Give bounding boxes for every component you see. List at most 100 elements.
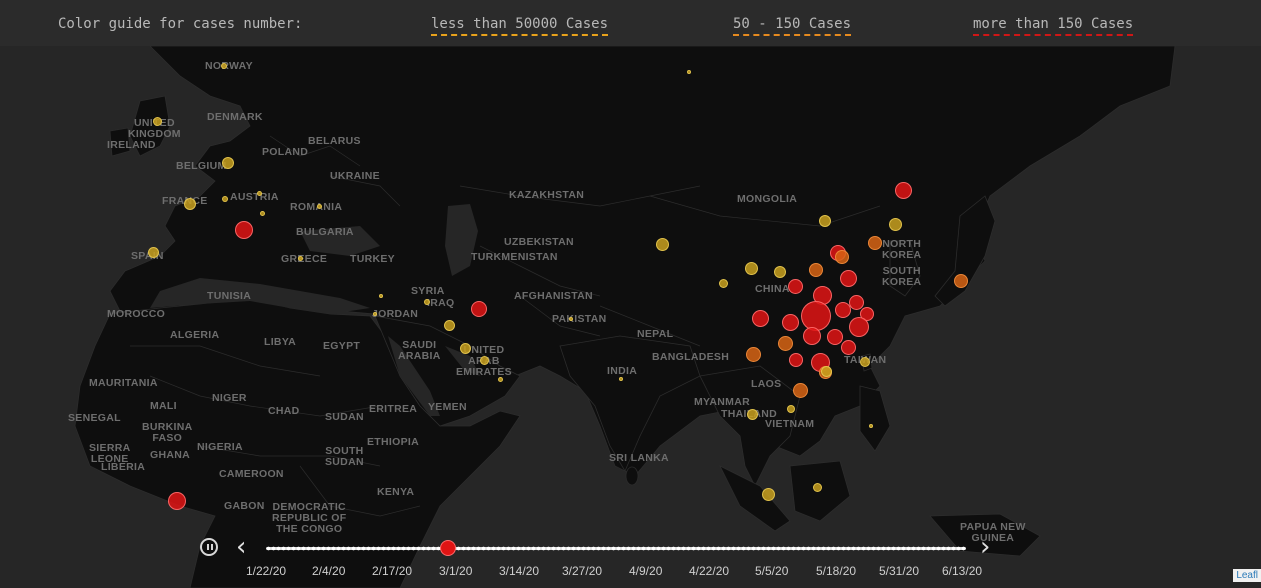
- world-map[interactable]: NORWAY UNITED KINGDOM IRELAND DENMARK BE…: [0, 46, 1261, 588]
- label-sudan: SUDAN: [325, 411, 364, 423]
- label-libya: LIBYA: [264, 336, 297, 348]
- label-chad: CHAD: [268, 405, 300, 417]
- label-ireland: IRELAND: [107, 139, 156, 151]
- label-norway: NORWAY: [205, 60, 253, 72]
- case-marker-high[interactable]: [235, 221, 253, 239]
- label-south-sudan: SOUTH SUDAN: [325, 445, 364, 468]
- case-marker-low[interactable]: [812, 482, 822, 492]
- label-denmark: DENMARK: [207, 111, 263, 123]
- case-marker-mid[interactable]: [745, 346, 761, 362]
- timeline-date-label: 3/27/20: [562, 564, 603, 578]
- case-marker-low[interactable]: [373, 312, 377, 316]
- timeline-slider-handle[interactable]: [440, 540, 456, 556]
- case-marker-low[interactable]: [443, 319, 455, 331]
- case-marker-mid[interactable]: [777, 335, 793, 351]
- case-marker-low[interactable]: [774, 266, 786, 278]
- case-marker-low[interactable]: [152, 116, 162, 126]
- case-marker-high[interactable]: [168, 492, 186, 510]
- label-drc: DEMOCRATIC REPUBLIC OF THE CONGO: [272, 501, 347, 535]
- legend-title: Color guide for cases number:: [58, 16, 303, 32]
- case-marker-high[interactable]: [801, 301, 831, 331]
- label-algeria: ALGERIA: [170, 329, 220, 341]
- pause-button[interactable]: [200, 538, 218, 556]
- case-marker-low[interactable]: [459, 342, 471, 354]
- case-marker-mid[interactable]: [809, 263, 823, 277]
- case-marker-low[interactable]: [184, 198, 196, 210]
- case-marker-mid[interactable]: [954, 274, 968, 288]
- case-marker-low[interactable]: [687, 70, 691, 74]
- case-marker-mid[interactable]: [792, 382, 808, 398]
- case-marker-high[interactable]: [835, 302, 851, 318]
- label-myanmar: MYANMAR: [694, 396, 750, 408]
- case-marker-low[interactable]: [297, 255, 303, 261]
- case-marker-low[interactable]: [744, 261, 758, 275]
- case-marker-low[interactable]: [655, 237, 669, 251]
- case-marker-low[interactable]: [497, 376, 503, 382]
- label-egypt: EGYPT: [323, 340, 361, 352]
- timeline-date-label: 4/22/20: [689, 564, 730, 578]
- border-lines: [130, 135, 881, 517]
- case-marker-low[interactable]: [819, 215, 831, 227]
- label-afghanistan: AFGHANISTAN: [514, 290, 593, 302]
- case-marker-mid[interactable]: [835, 250, 849, 264]
- case-marker-low[interactable]: [820, 365, 832, 377]
- leaflet-attribution[interactable]: Leafl: [1233, 569, 1261, 582]
- sea-land: [699, 365, 801, 487]
- timeline-control: ‹ › 1/22/20 2/4/20 2/17/20 3/1/20 3/14/20 3/2…: [0, 530, 1261, 588]
- case-marker-low[interactable]: [259, 210, 265, 216]
- chevron-right-icon[interactable]: ›: [980, 532, 991, 562]
- black-sea: [300, 226, 380, 256]
- label-syria: SYRIA: [411, 285, 445, 297]
- case-marker-low[interactable]: [746, 408, 758, 420]
- case-marker-low[interactable]: [222, 196, 228, 202]
- case-marker-high[interactable]: [751, 309, 769, 327]
- case-marker-high[interactable]: [827, 329, 843, 345]
- case-marker-low[interactable]: [869, 424, 873, 428]
- case-marker-low[interactable]: [256, 190, 262, 196]
- case-marker-low[interactable]: [718, 278, 728, 288]
- legend-low-cases: less than 50000 Cases: [431, 16, 609, 36]
- case-marker-low[interactable]: [147, 246, 159, 258]
- chevron-left-icon[interactable]: ‹: [236, 532, 247, 562]
- africa-land: [74, 297, 521, 588]
- label-papua-new-guinea: PAPUA NEW GUINEA: [960, 521, 1026, 544]
- case-marker-low[interactable]: [787, 405, 795, 413]
- timeline-date-label: 5/5/20: [755, 564, 789, 578]
- case-marker-low[interactable]: [479, 355, 489, 365]
- srilanka-land: [625, 466, 639, 486]
- label-india: INDIA: [607, 365, 638, 377]
- case-marker-high[interactable]: [839, 269, 857, 287]
- case-marker-low[interactable]: [619, 377, 623, 381]
- case-marker-high[interactable]: [471, 301, 487, 317]
- timeline-date-label: 3/14/20: [499, 564, 540, 578]
- label-laos: LAOS: [751, 378, 782, 390]
- label-morocco: MOROCCO: [107, 308, 166, 320]
- label-bulgaria: BULGARIA: [296, 226, 354, 238]
- label-gabon: GABON: [224, 500, 265, 512]
- label-uzbekistan: UZBEKISTAN: [504, 236, 574, 248]
- case-marker-low[interactable]: [761, 487, 775, 501]
- label-spain: SPAIN: [131, 250, 164, 262]
- label-senegal: SENEGAL: [68, 412, 121, 424]
- case-marker-low[interactable]: [424, 299, 430, 305]
- case-marker-high[interactable]: [840, 339, 856, 355]
- case-marker-low[interactable]: [221, 63, 227, 69]
- case-marker-low[interactable]: [379, 294, 383, 298]
- case-marker-low[interactable]: [316, 203, 322, 209]
- case-marker-low[interactable]: [860, 357, 870, 367]
- case-marker-high[interactable]: [789, 353, 803, 367]
- case-marker-high[interactable]: [781, 313, 799, 331]
- case-marker-high[interactable]: [894, 181, 912, 199]
- case-marker-high[interactable]: [803, 327, 821, 345]
- case-marker-low[interactable]: [569, 317, 573, 321]
- case-marker-high[interactable]: [849, 317, 869, 337]
- case-marker-high[interactable]: [848, 294, 864, 310]
- label-nigeria: NIGERIA: [197, 441, 243, 453]
- timeline-date-label: 3/1/20: [439, 564, 473, 578]
- case-marker-low[interactable]: [222, 157, 234, 169]
- case-marker-high[interactable]: [787, 278, 803, 294]
- label-poland: POLAND: [262, 146, 309, 158]
- case-marker-low[interactable]: [888, 217, 902, 231]
- case-marker-mid[interactable]: [868, 236, 882, 250]
